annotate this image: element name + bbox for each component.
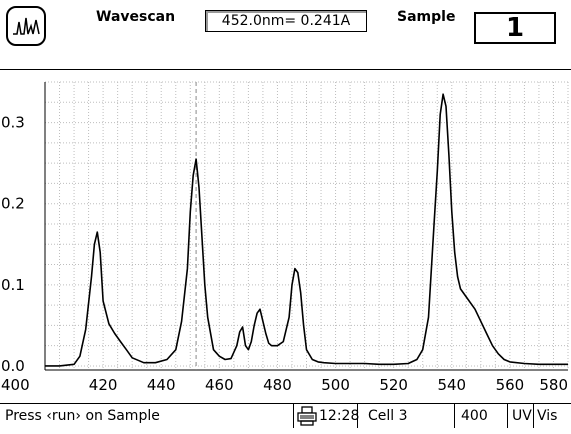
sample-label: Sample xyxy=(397,9,456,25)
spectrum-line xyxy=(45,93,568,367)
status-separator xyxy=(507,404,508,428)
cursor-readout: 452.0nm= 0.241A xyxy=(205,10,367,32)
status-separator xyxy=(293,404,294,428)
status-time: 12:28 xyxy=(319,408,360,424)
plot-grid xyxy=(44,81,569,370)
spectrum-icon[interactable] xyxy=(6,6,46,46)
x-tick-label: 460 xyxy=(205,376,234,394)
x-tick-label: 500 xyxy=(321,376,350,394)
spectrum-glyph xyxy=(13,17,40,35)
x-tick-label: 400 xyxy=(1,376,30,394)
wavescan-plot[interactable]: 400 420 440 460 480 500 520 540 560 580 0.0 0.1 0.2 0… xyxy=(0,70,571,403)
status-lamp-uv: UV xyxy=(512,408,532,424)
x-tick-label: 440 xyxy=(147,376,176,394)
y-tick-label: 0.0 xyxy=(1,357,25,375)
x-tick-label: 580 xyxy=(539,376,568,394)
tick-labels: 400 420 440 460 480 500 520 540 560 580 0.0 0.1 0.2 0… xyxy=(1,114,568,394)
sample-number-box[interactable]: 1 xyxy=(474,12,556,44)
x-tick-label: 520 xyxy=(379,376,408,394)
status-separator xyxy=(357,404,358,428)
printer-icon[interactable] xyxy=(297,406,317,430)
status-wavelength: 400 xyxy=(461,408,488,424)
mode-label: Wavescan xyxy=(96,9,176,25)
x-tick-label: 480 xyxy=(263,376,292,394)
x-tick-label: 420 xyxy=(89,376,118,394)
y-tick-label: 0.3 xyxy=(1,114,25,132)
status-bar: Press ‹run› on Sample 12:28 Cell 3 400 U… xyxy=(0,403,571,428)
status-message: Press ‹run› on Sample xyxy=(5,408,160,424)
plot-axes xyxy=(44,82,568,371)
y-tick-label: 0.2 xyxy=(1,195,25,213)
series-group xyxy=(45,82,568,370)
instrument-header: Wavescan 452.0nm= 0.241A Sample 1 xyxy=(0,0,571,70)
status-cell: Cell 3 xyxy=(368,408,408,424)
x-tick-label: 540 xyxy=(437,376,466,394)
y-tick-label: 0.1 xyxy=(1,276,25,294)
x-tick-label: 560 xyxy=(496,376,525,394)
status-separator xyxy=(454,404,455,428)
status-lamp-vis: Vis xyxy=(537,408,558,424)
status-separator xyxy=(533,404,534,428)
